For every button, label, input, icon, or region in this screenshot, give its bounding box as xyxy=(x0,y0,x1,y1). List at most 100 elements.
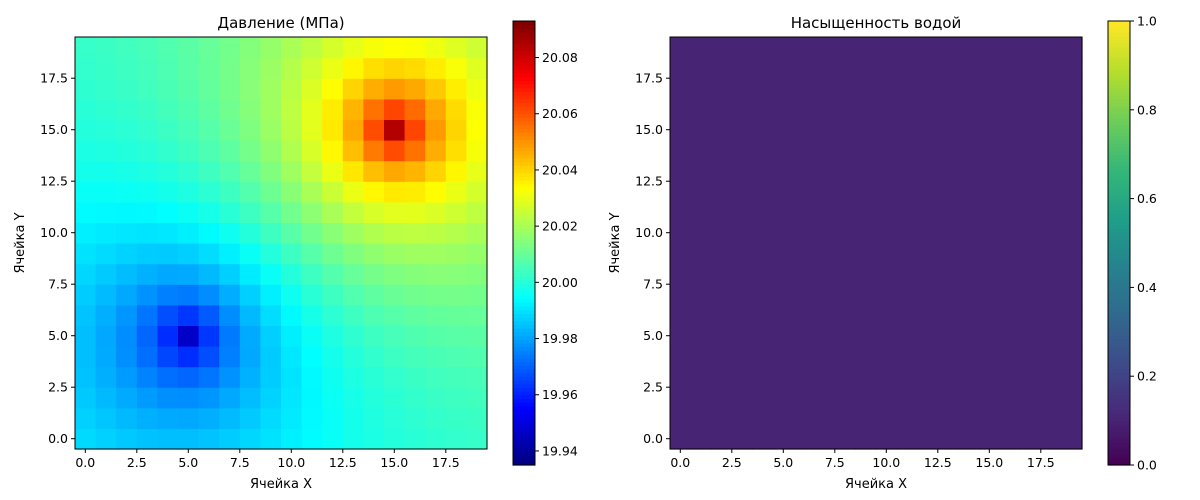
heatmap-cell xyxy=(1040,160,1062,182)
heatmap-cell xyxy=(876,346,898,368)
heatmap-cell xyxy=(198,243,220,265)
heatmap-cell xyxy=(1020,387,1042,409)
colorbar-segment xyxy=(1108,391,1130,396)
colorbar-segment xyxy=(513,117,535,122)
heatmap-cell xyxy=(670,428,692,450)
heatmap-cell xyxy=(178,201,200,223)
pressure-panel: Давление (МПа) 0.0 2.5 5.0 7.5 10.0 12.5 15.0 1… xyxy=(13,14,578,492)
heatmap-cell xyxy=(384,181,406,203)
heatmap-cell xyxy=(95,37,117,59)
heatmap-cell xyxy=(178,98,200,120)
heatmap-cell xyxy=(1040,37,1062,59)
heatmap-cell xyxy=(876,284,898,306)
heatmap-cell xyxy=(239,160,261,182)
heatmap-cell xyxy=(260,325,282,347)
heatmap-cell xyxy=(876,325,898,347)
heatmap-cell xyxy=(219,181,241,203)
heatmap-cell xyxy=(136,304,158,326)
heatmap-cell xyxy=(670,201,692,223)
heatmap-cell xyxy=(322,346,344,368)
heatmap-cell xyxy=(301,325,323,347)
heatmap-cell xyxy=(384,346,406,368)
heatmap-cell xyxy=(999,407,1021,429)
colorbar-segment xyxy=(513,350,535,355)
heatmap-cell xyxy=(75,78,97,100)
heatmap-cell xyxy=(95,304,117,326)
heatmap-cell xyxy=(239,57,261,79)
heatmap-cell xyxy=(445,201,467,223)
heatmap-cell xyxy=(773,284,795,306)
heatmap-cell xyxy=(95,201,117,223)
heatmap-cell xyxy=(855,160,877,182)
saturation-colorbar-frame xyxy=(1107,20,1131,466)
heatmap-cell xyxy=(690,119,712,141)
colorbar-segment xyxy=(1108,439,1130,444)
colorbar-segment xyxy=(513,431,535,436)
heatmap-cell xyxy=(301,57,323,79)
heatmap-cell xyxy=(917,181,939,203)
colorbar-segment xyxy=(513,331,535,337)
heatmap-cell xyxy=(896,160,918,182)
heatmap-cell xyxy=(896,140,918,162)
x-tick-label: 5.0 xyxy=(178,455,198,470)
colorbar-segment xyxy=(513,268,535,274)
heatmap-cell xyxy=(75,201,97,223)
heatmap-cell xyxy=(731,98,753,120)
heatmap-cell xyxy=(404,160,426,182)
heatmap-cell xyxy=(178,140,200,162)
heatmap-cell xyxy=(1020,304,1042,326)
heatmap-cell xyxy=(178,243,200,265)
heatmap-cell xyxy=(896,304,918,326)
heatmap-cell xyxy=(445,37,467,59)
colorbar-segment xyxy=(513,383,535,388)
heatmap-cell xyxy=(425,181,447,203)
colorbar-segment xyxy=(513,376,535,381)
heatmap-cell xyxy=(896,387,918,409)
heatmap-cell xyxy=(198,387,220,409)
heatmap-cell xyxy=(855,119,877,141)
heatmap-cell xyxy=(917,201,939,223)
colorbar-segment xyxy=(513,291,535,296)
heatmap-cell xyxy=(466,98,488,120)
heatmap-cell xyxy=(281,222,303,244)
colorbar-segment xyxy=(513,272,535,277)
heatmap-cell xyxy=(711,284,733,306)
x-tick-label: 5.0 xyxy=(773,455,793,470)
heatmap-cell xyxy=(752,140,774,162)
heatmap-cell xyxy=(711,366,733,388)
heatmap-cell xyxy=(260,37,282,59)
colorbar-segment xyxy=(1108,61,1130,66)
colorbar-segment xyxy=(513,39,535,44)
colorbar-segment xyxy=(1108,372,1130,377)
heatmap-cell xyxy=(116,366,138,388)
colorbar-tick-label: 0.8 xyxy=(1137,102,1157,117)
heatmap-cell xyxy=(958,37,980,59)
heatmap-cell xyxy=(157,263,179,285)
y-tick-label: 7.5 xyxy=(48,277,68,292)
heatmap-cell xyxy=(425,387,447,409)
heatmap-cell xyxy=(752,160,774,182)
heatmap-cell xyxy=(979,428,1001,450)
heatmap-cell xyxy=(731,387,753,409)
heatmap-cell xyxy=(301,366,323,388)
heatmap-cell xyxy=(157,304,179,326)
heatmap-cell xyxy=(384,98,406,120)
heatmap-cell xyxy=(937,181,959,203)
heatmap-cell xyxy=(793,387,815,409)
colorbar-segment xyxy=(1108,350,1130,355)
heatmap-cell xyxy=(425,222,447,244)
heatmap-cell xyxy=(814,407,836,429)
heatmap-cell xyxy=(1061,387,1083,409)
heatmap-cell xyxy=(711,222,733,244)
colorbar-segment xyxy=(513,157,535,163)
heatmap-cell xyxy=(75,119,97,141)
colorbar-segment xyxy=(1108,276,1130,281)
heatmap-cell xyxy=(814,428,836,450)
heatmap-cell xyxy=(731,140,753,162)
heatmap-cell xyxy=(425,263,447,285)
colorbar-segment xyxy=(1108,446,1130,451)
heatmap-cell xyxy=(1061,98,1083,120)
heatmap-cell xyxy=(342,304,364,326)
colorbar-segment xyxy=(513,283,535,288)
heatmap-cell xyxy=(178,428,200,450)
